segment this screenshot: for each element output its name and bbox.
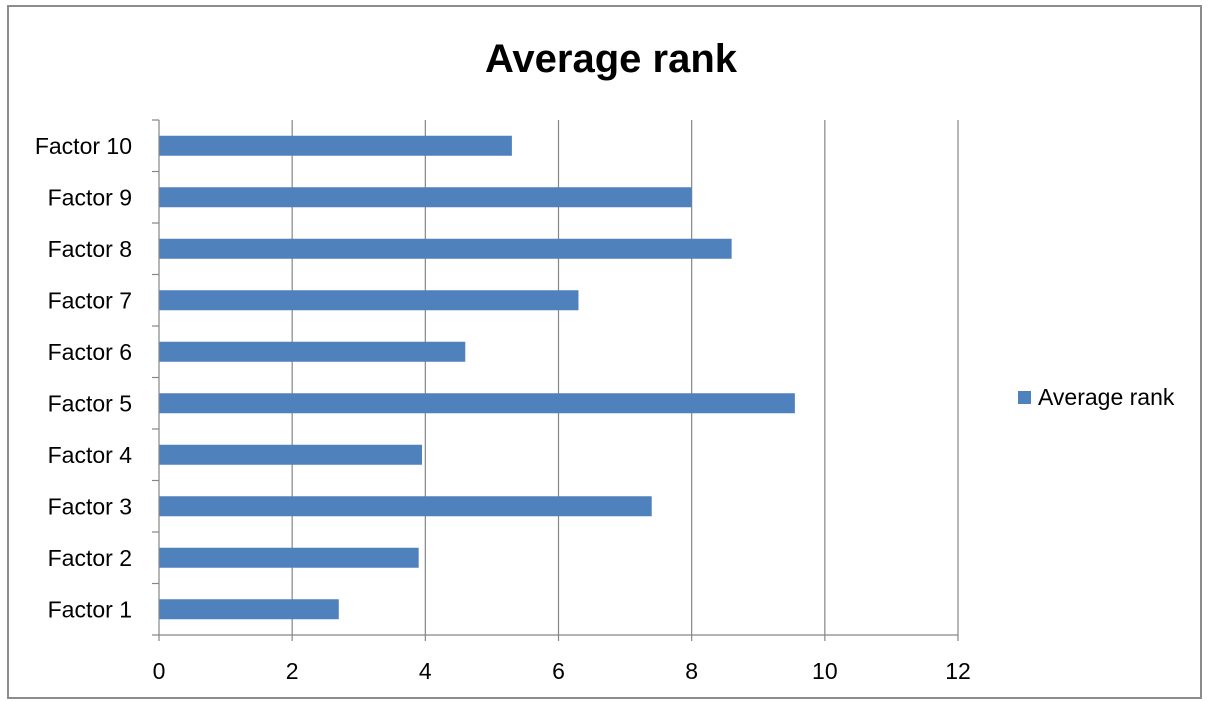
legend: Average rank <box>1018 384 1175 410</box>
x-tick-label: 10 <box>812 658 838 684</box>
x-tick-label: 0 <box>153 658 166 684</box>
bar-factor-6 <box>159 341 466 362</box>
bar-factor-5 <box>159 393 795 414</box>
x-tick-label: 12 <box>945 658 971 684</box>
bar-factor-2 <box>159 547 419 568</box>
bar-factor-9 <box>159 187 692 208</box>
y-tick-label: Factor 5 <box>48 390 132 416</box>
x-tick-label: 6 <box>552 658 565 684</box>
x-tick-labels: 0 2 4 6 8 10 12 <box>153 658 971 684</box>
y-tick-label: Factor 3 <box>48 493 132 519</box>
bar-factor-7 <box>159 290 579 311</box>
y-tick-label: Factor 8 <box>48 236 132 262</box>
bar-factor-10 <box>159 135 512 156</box>
legend-label: Average rank <box>1038 384 1175 410</box>
y-tick-label: Factor 10 <box>35 133 132 159</box>
y-tick-label: Factor 9 <box>48 184 132 210</box>
chart-title: Average rank <box>485 37 738 81</box>
x-tick-label: 4 <box>419 658 432 684</box>
bar-factor-1 <box>159 599 339 620</box>
bar-factor-4 <box>159 444 423 465</box>
legend-swatch <box>1018 391 1031 404</box>
y-tick-label: Factor 4 <box>48 442 133 468</box>
x-tick-label: 8 <box>685 658 698 684</box>
y-tick-label: Factor 2 <box>48 545 132 571</box>
bars <box>159 135 795 620</box>
axes <box>152 119 959 641</box>
bar-factor-8 <box>159 238 732 259</box>
y-tick-label: Factor 1 <box>48 596 132 622</box>
x-tick-label: 2 <box>286 658 299 684</box>
y-tick-labels: Factor 1 Factor 2 Factor 3 Factor 4 Factor 5… <box>35 133 132 623</box>
y-tick-label: Factor 6 <box>48 339 132 365</box>
y-tick-label: Factor 7 <box>48 287 132 313</box>
bar-factor-3 <box>159 496 652 517</box>
